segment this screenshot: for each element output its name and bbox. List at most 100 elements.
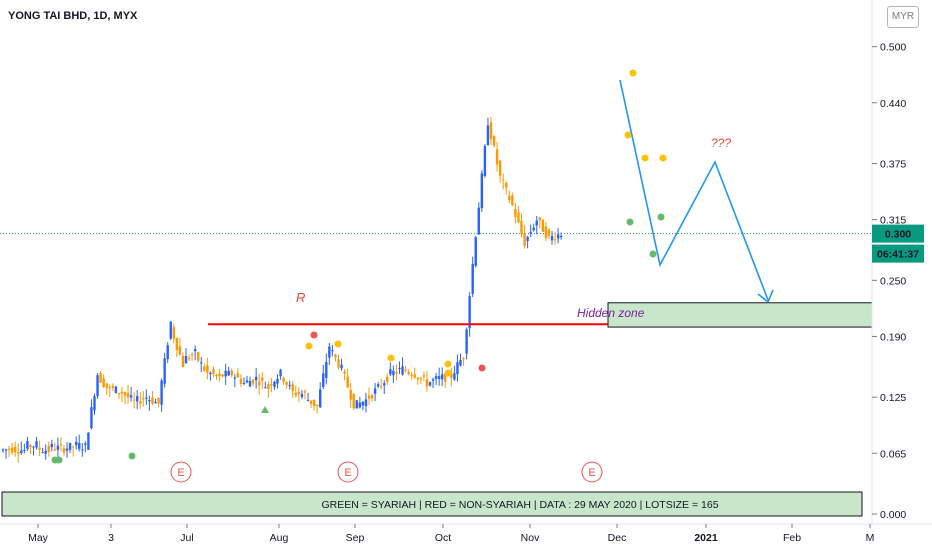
candle-body [428,382,432,386]
candles [1,116,563,463]
signal-dot [649,250,657,258]
candle-body [163,358,166,384]
candle-body [376,384,380,387]
candle-body [264,387,267,389]
candle-body [1,449,5,451]
candle-body [498,160,502,176]
candle-body [309,400,313,404]
candle-body [123,392,127,396]
candle-body [108,387,111,389]
candle-body [14,446,17,453]
currency-button[interactable]: MYR [887,6,919,28]
candle-body [114,386,118,393]
candle-body [550,236,554,241]
candle-body [267,384,270,390]
candle-body [395,372,398,374]
candle-body [35,441,38,448]
candle-body [419,377,423,379]
candle-body [450,373,453,378]
candle-body [68,442,72,450]
candle-body [328,346,331,358]
candle-body [559,235,563,238]
x-tick-label: M [866,532,875,544]
candle-body [270,384,273,386]
signal-dot [55,456,63,464]
signal-dot [626,218,634,226]
candle-body [200,362,203,364]
candle-body [184,356,188,364]
hidden-zone-label: Hidden zone [577,306,645,320]
signal-dot [659,154,667,162]
signal-dot [444,369,452,377]
candle-body [511,195,514,205]
candle-body [291,384,294,391]
candle-body [126,393,130,398]
candle-body [322,373,325,387]
candle-body [425,379,429,387]
y-tick-label: 0.000 [880,509,906,521]
candle-body [4,449,8,451]
candle-body [508,195,511,201]
buy-signal-triangle [261,406,269,413]
candle-body [132,399,136,401]
candle-body [38,447,41,450]
candle-body [441,374,444,380]
candle-body [303,391,307,393]
candle-body [364,399,368,407]
footer-text: GREEN = SYARIAH | RED = NON-SYARIAH | DA… [321,499,718,511]
candle-body [71,446,75,448]
candle-body [306,399,310,401]
candle-body [547,229,551,236]
x-tick-label: Sep [346,532,365,544]
candle-body [142,398,145,400]
candle-body [358,402,362,408]
candle-body [154,401,157,404]
candle-body [148,400,151,402]
candle-body [261,377,264,381]
candle-body [166,345,169,360]
candle-body [136,396,139,402]
candle-body [157,397,160,404]
candle-body [111,385,114,388]
candle-body [544,226,548,239]
candle-body [413,374,416,378]
signal-dot [128,452,136,460]
candle-body [456,362,459,375]
candle-body [471,263,474,294]
x-tick-label: Aug [270,532,289,544]
candle-body [315,404,319,407]
candle-body [312,399,316,406]
candle-body [151,397,154,404]
candle-body [373,388,377,394]
earnings-marker [170,461,192,483]
earnings-marker-label: E [588,467,595,479]
candle-body [17,452,20,454]
candle-body [32,446,35,448]
candle-body [62,448,66,453]
x-tick-label: Jul [180,532,193,544]
countdown-badge [872,244,924,263]
candle-body [422,375,426,377]
candle-body [230,370,233,376]
candle-body [453,373,456,380]
candle-body [90,407,93,429]
candle-body [273,381,276,387]
candle-body [541,219,545,232]
candle-body [254,376,258,381]
candle-body [59,444,63,446]
candle-body [227,370,230,376]
signal-dot [657,213,665,221]
candle-body [300,393,304,398]
candle-body [297,391,301,395]
candle-body [431,379,435,381]
candle-body [401,366,404,375]
y-tick-label: 0.250 [880,275,906,287]
candle-body [465,329,468,354]
hidden-zone-box [607,302,873,328]
candle-body [23,449,26,451]
candle-body [215,374,218,377]
candle-body [337,359,340,368]
earnings-marker [337,461,359,483]
